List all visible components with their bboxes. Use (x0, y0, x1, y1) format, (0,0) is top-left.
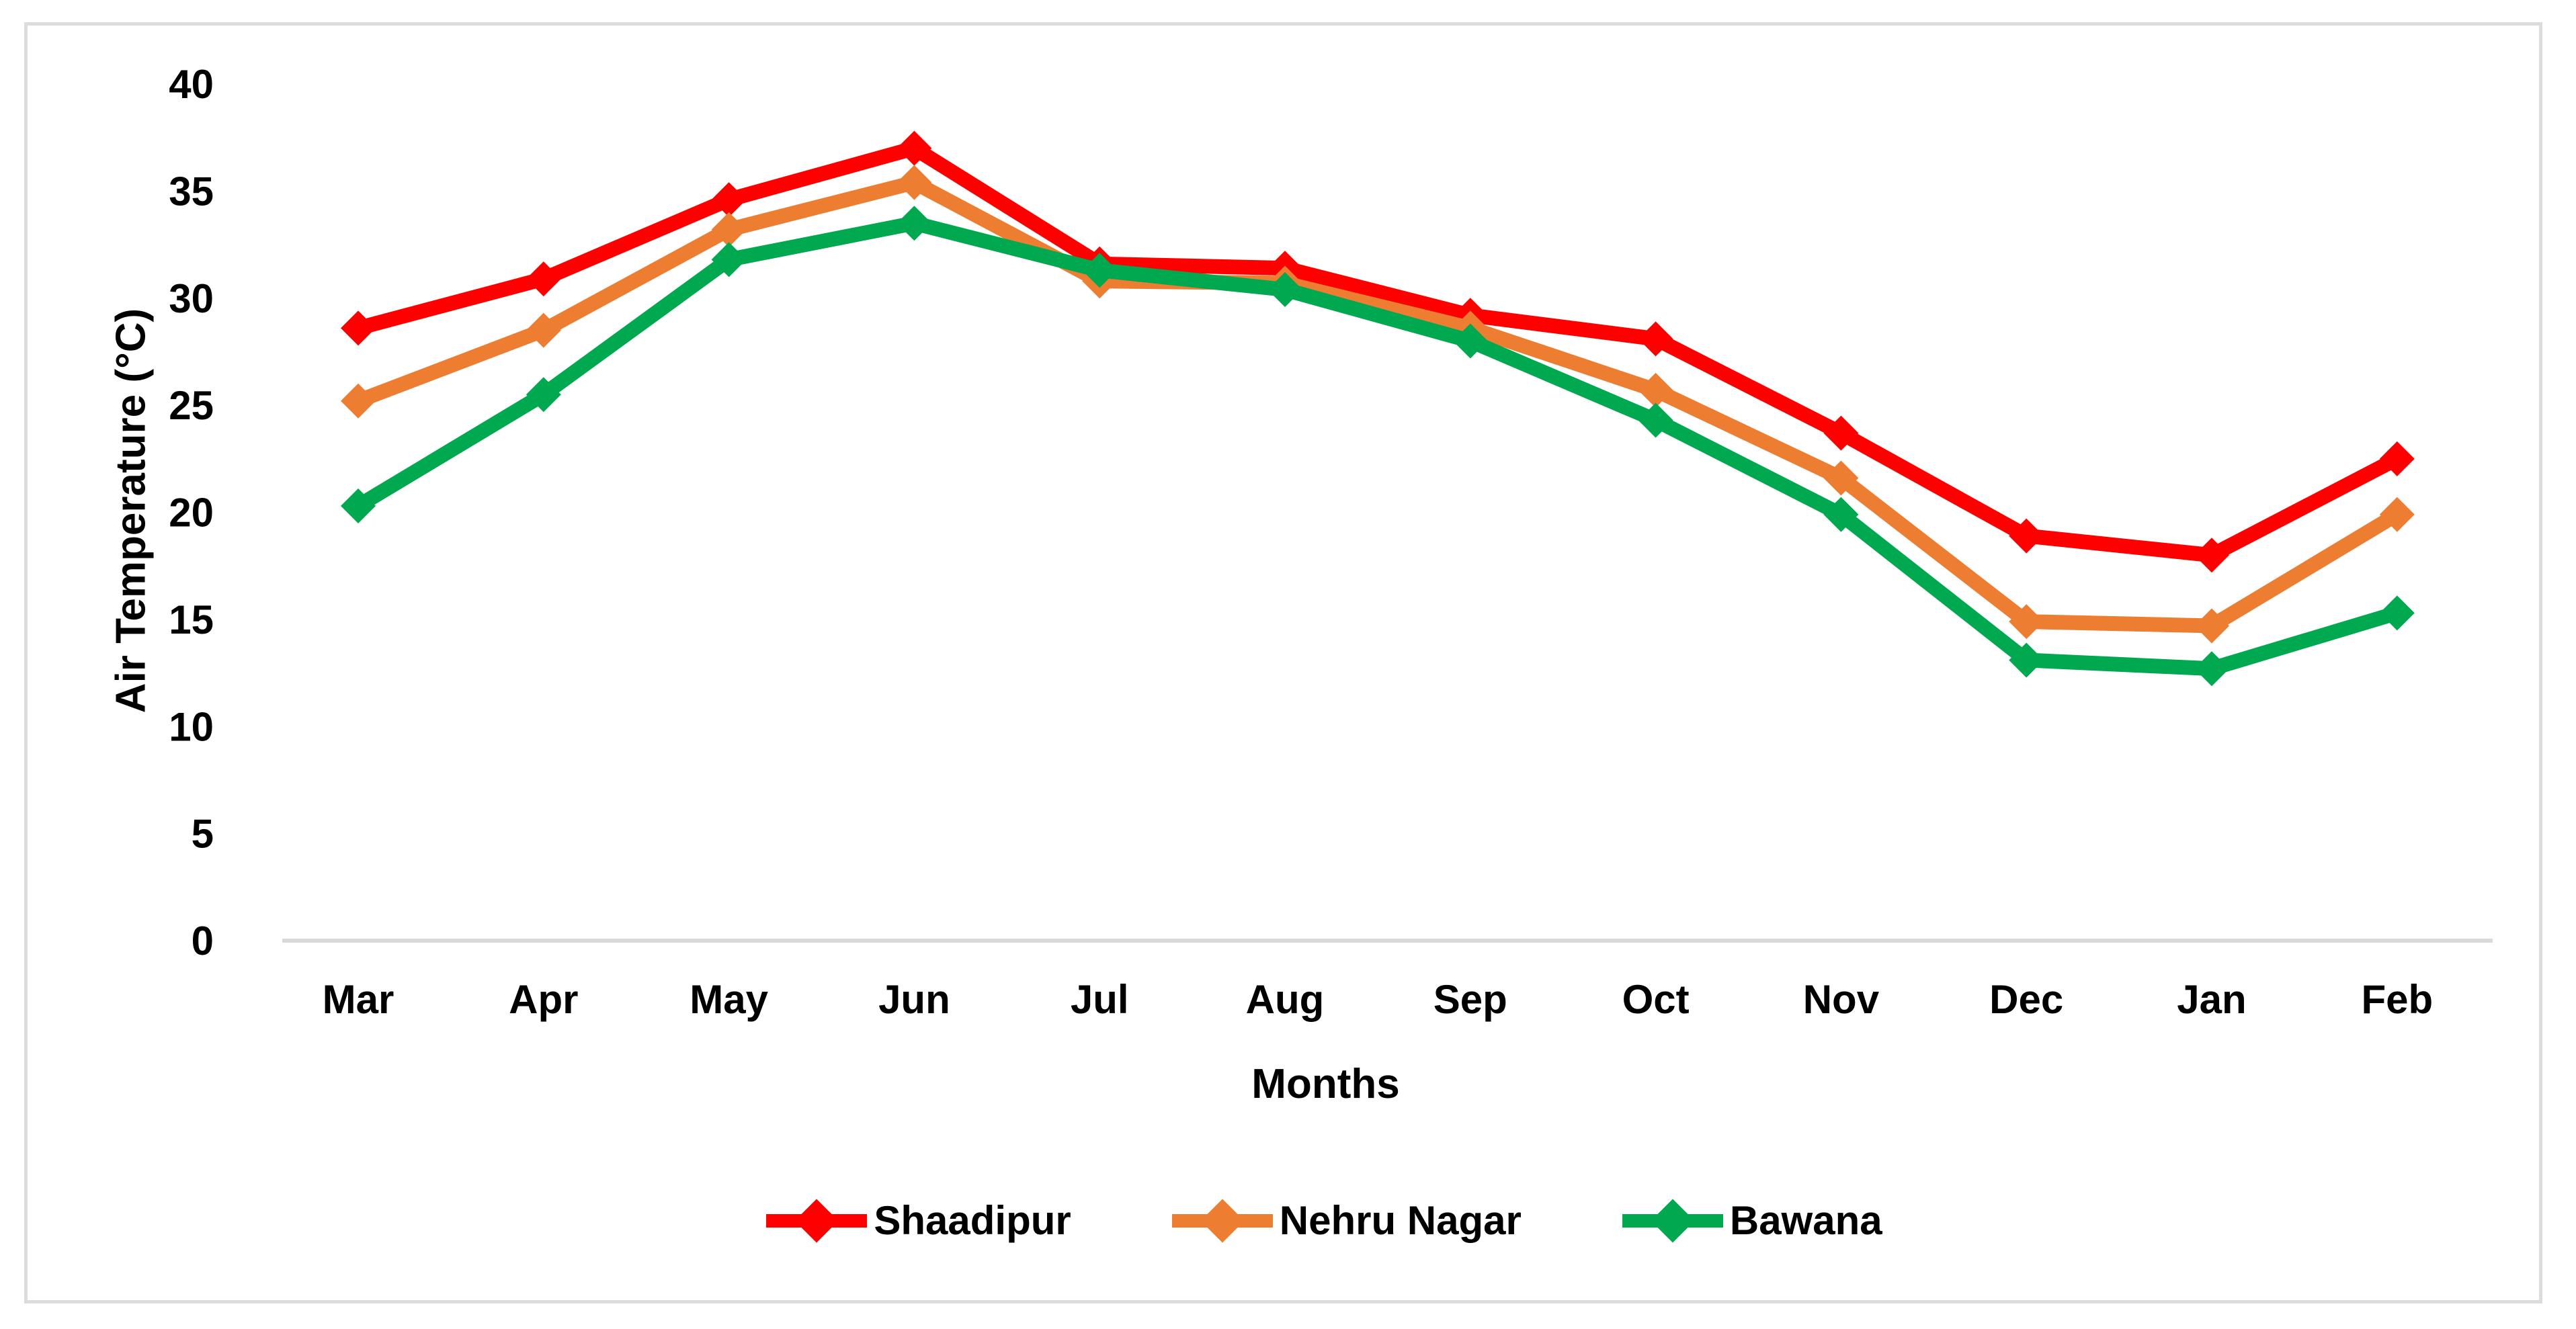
x-tick-label-oct: Oct (1622, 977, 1690, 1022)
series-line-shaadipur (351, 140, 2405, 563)
y-tick-label-10: 10 (169, 704, 214, 749)
y-tick-label-30: 30 (169, 276, 214, 321)
data-point-shaadipur-jun (897, 130, 932, 166)
data-point-nehru-nagar-oct (1638, 372, 1673, 408)
legend-label-bawana: Bawana (1729, 1198, 1882, 1243)
data-point-shaadipur-nov (1823, 415, 1859, 451)
legend-diamond-icon (1651, 1199, 1695, 1243)
data-point-bawana-nov (1823, 497, 1859, 532)
data-point-nehru-nagar-apr (526, 312, 561, 348)
data-point-nehru-nagar-feb (2379, 497, 2415, 532)
data-point-nehru-nagar-may (711, 212, 747, 247)
y-tick-label-0: 0 (192, 918, 214, 963)
legend-diamond-icon (1200, 1199, 1245, 1243)
data-point-bawana-feb (2379, 595, 2415, 631)
data-point-nehru-nagar-jan (2194, 608, 2229, 644)
data-point-shaadipur-feb (2379, 441, 2415, 476)
x-tick-label-may: May (690, 977, 768, 1022)
legend-diamond-icon (794, 1199, 839, 1243)
y-tick-label-25: 25 (169, 383, 214, 428)
series-line-nehru-nagar (351, 175, 2405, 634)
data-point-bawana-jun (897, 206, 932, 241)
y-tick-label-35: 35 (169, 169, 214, 214)
x-axis-title: Months (1251, 1061, 1400, 1107)
x-tick-label-jul: Jul (1071, 977, 1129, 1022)
y-axis-title: Air Temperature (°C) (108, 308, 155, 714)
legend-item-nehru-nagar: Nehru Nagar (1171, 1191, 1522, 1251)
legend-label-nehru-nagar: Nehru Nagar (1279, 1198, 1522, 1243)
legend-item-shaadipur: Shaadipur (766, 1191, 1071, 1251)
data-point-shaadipur-jan (2194, 538, 2229, 573)
legend-marker-bawana-icon (1622, 1191, 1723, 1251)
data-point-bawana-apr (526, 377, 561, 413)
x-tick-label-mar: Mar (323, 977, 394, 1022)
y-tick-label-40: 40 (169, 62, 214, 107)
x-tick-label-jan: Jan (2177, 977, 2246, 1022)
data-point-bawana-oct (1638, 402, 1673, 438)
data-point-bawana-jul (1082, 253, 1118, 288)
legend-item-bawana: Bawana (1622, 1191, 1882, 1251)
y-tick-label-15: 15 (169, 597, 214, 642)
x-tick-label-aug: Aug (1246, 977, 1325, 1022)
x-tick-label-apr: Apr (509, 977, 578, 1022)
data-point-bawana-may (711, 242, 747, 277)
data-point-nehru-nagar-jun (897, 165, 932, 200)
data-point-bawana-dec (2009, 642, 2044, 678)
x-tick-label-sep: Sep (1434, 977, 1507, 1022)
data-point-shaadipur-apr (526, 261, 561, 297)
data-point-bawana-sep (1452, 323, 1488, 359)
x-tick-label-nov: Nov (1803, 977, 1880, 1022)
data-point-shaadipur-oct (1638, 321, 1673, 357)
data-point-nehru-nagar-nov (1823, 460, 1859, 496)
legend-marker-nehru-nagar-icon (1171, 1191, 1273, 1251)
data-point-shaadipur-dec (2009, 518, 2044, 554)
x-tick-label-dec: Dec (1989, 977, 2063, 1022)
legend-marker-shaadipur-icon (766, 1191, 868, 1251)
data-point-bawana-jan (2194, 651, 2229, 687)
data-point-bawana-mar (341, 488, 376, 523)
data-point-shaadipur-mar (341, 310, 376, 346)
data-point-nehru-nagar-mar (341, 383, 376, 419)
y-tick-label-20: 20 (169, 490, 214, 535)
data-point-shaadipur-may (711, 182, 747, 218)
x-tick-label-jun: Jun (878, 977, 950, 1022)
legend-label-shaadipur: Shaadipur (874, 1198, 1071, 1243)
chart-legend: Shaadipur Nehru Nagar Bawana (36, 1191, 2576, 1251)
x-tick-label-feb: Feb (2361, 977, 2433, 1022)
y-tick-label-5: 5 (192, 812, 214, 857)
series-line-bawana (351, 216, 2405, 677)
data-point-nehru-nagar-dec (2009, 604, 2044, 640)
data-point-bawana-aug (1268, 272, 1302, 307)
